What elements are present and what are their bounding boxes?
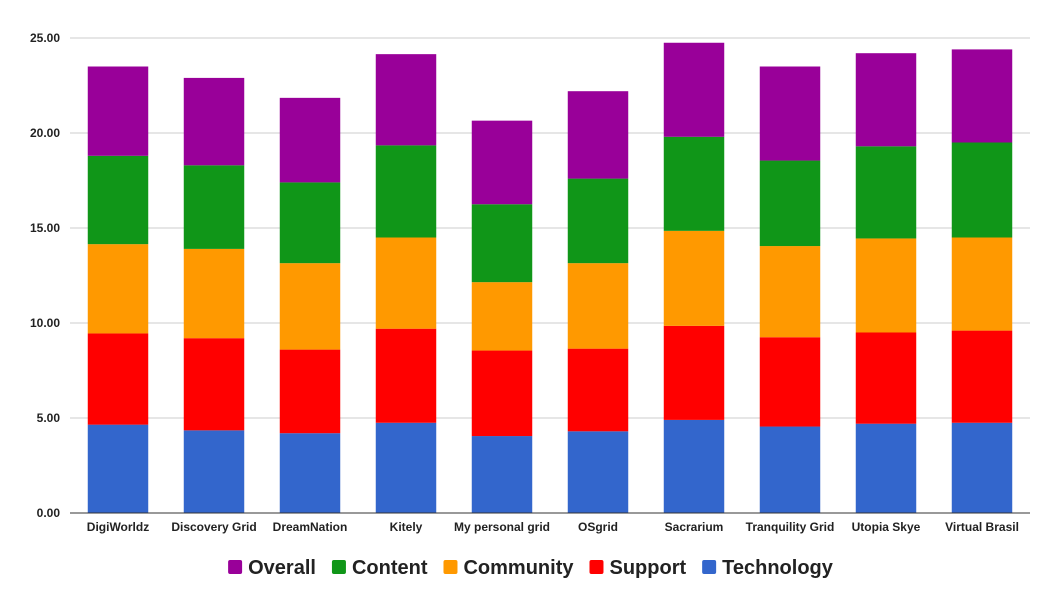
bar-segment-community — [375, 237, 437, 329]
bar-segment-support — [951, 330, 1013, 423]
bar-segment-technology — [471, 436, 533, 513]
bar-segment-support — [663, 325, 725, 420]
y-tick-label: 0.00 — [37, 506, 61, 520]
bar-segment-content — [87, 155, 149, 245]
bar-segment-technology — [567, 431, 629, 513]
bar-segment-overall — [855, 53, 917, 147]
x-axis-category-labels: DigiWorldz Discovery Grid DreamNation Kitel… — [87, 520, 1019, 534]
bar-segment-overall — [663, 42, 725, 137]
bar-segment-technology — [759, 426, 821, 513]
bar-stack — [471, 120, 533, 513]
bar-segment-community — [567, 263, 629, 349]
bar-stack — [567, 91, 629, 513]
legend-item: Content — [331, 557, 428, 579]
x-category-label: My personal grid — [454, 520, 550, 534]
bar-segment-support — [183, 338, 245, 431]
legend-swatch — [702, 560, 717, 574]
bar-segment-community — [87, 244, 149, 334]
bar-segment-community — [663, 230, 725, 326]
y-axis-tick-labels: 0.00 5.00 10.00 15.00 20.00 25.00 — [30, 31, 60, 520]
bar-segment-support — [471, 350, 533, 437]
bar-segment-community — [759, 246, 821, 338]
bar-segment-content — [279, 182, 341, 264]
bar-segment-technology — [183, 430, 245, 513]
legend: Overall Content Community Support Technology — [228, 557, 834, 579]
bar-segment-overall — [951, 49, 1013, 143]
bar-segment-overall — [375, 54, 437, 146]
legend-label: Technology — [722, 557, 834, 579]
bar-segment-content — [663, 136, 725, 231]
bar-segment-technology — [663, 419, 725, 513]
legend-item: Overall — [228, 557, 316, 579]
bar-stack — [759, 66, 821, 513]
legend-label: Content — [352, 557, 428, 579]
bar-segment-technology — [375, 422, 437, 513]
y-tick-label: 10.00 — [30, 316, 60, 330]
x-category-label: Utopia Skye — [852, 520, 921, 534]
bar-segment-overall — [87, 66, 149, 156]
bar-segment-technology — [951, 422, 1013, 513]
bar-segment-content — [183, 165, 245, 249]
bar-stack — [279, 97, 341, 513]
legend-swatch — [228, 560, 243, 574]
legend-label: Support — [609, 557, 686, 579]
bar-stack — [663, 42, 725, 513]
x-category-label: Sacrarium — [665, 520, 724, 534]
legend-label: Community — [463, 557, 574, 579]
bar-segment-overall — [759, 66, 821, 161]
bar-segment-content — [471, 204, 533, 283]
bar-segment-technology — [87, 424, 149, 513]
x-category-label: Discovery Grid — [171, 520, 256, 534]
bar-segment-content — [855, 146, 917, 239]
bar-stack — [855, 53, 917, 513]
bar-segment-technology — [279, 433, 341, 513]
legend-swatch — [331, 560, 346, 574]
bar-segment-overall — [183, 77, 245, 166]
bar-segment-support — [759, 337, 821, 427]
bar-segment-community — [471, 282, 533, 351]
legend-label: Overall — [248, 557, 316, 579]
bars — [87, 42, 1013, 513]
x-category-label: Virtual Brasil — [945, 520, 1019, 534]
x-category-label: DreamNation — [273, 520, 348, 534]
bar-segment-overall — [567, 91, 629, 179]
bar-stack — [951, 49, 1013, 513]
bar-segment-overall — [279, 97, 341, 183]
bar-stack — [87, 66, 149, 513]
x-category-label: OSgrid — [578, 520, 618, 534]
bar-segment-content — [375, 145, 437, 238]
bar-stack — [183, 77, 245, 513]
bar-segment-support — [279, 349, 341, 434]
bar-segment-support — [567, 348, 629, 432]
x-category-label: Tranquility Grid — [746, 520, 835, 534]
bar-segment-overall — [471, 120, 533, 205]
legend-swatch — [589, 560, 604, 574]
y-tick-label: 15.00 — [30, 221, 60, 235]
bar-segment-content — [951, 142, 1013, 238]
bar-segment-technology — [855, 423, 917, 513]
legend-swatch — [443, 560, 458, 574]
y-tick-label: 25.00 — [30, 31, 60, 45]
x-category-label: DigiWorldz — [87, 520, 149, 534]
legend-item: Technology — [702, 557, 834, 579]
x-category-label: Kitely — [390, 520, 423, 534]
legend-item: Support — [589, 557, 686, 579]
bar-segment-community — [279, 263, 341, 350]
bar-segment-community — [183, 248, 245, 339]
bar-segment-support — [375, 328, 437, 423]
bar-segment-community — [951, 237, 1013, 331]
y-tick-label: 20.00 — [30, 126, 60, 140]
bar-segment-community — [855, 238, 917, 333]
legend-item: Community — [443, 557, 574, 579]
bar-stack — [375, 54, 437, 513]
bar-segment-content — [567, 178, 629, 264]
bar-segment-support — [855, 332, 917, 424]
bar-segment-content — [759, 160, 821, 247]
bar-segment-support — [87, 333, 149, 425]
y-tick-label: 5.00 — [37, 411, 61, 425]
